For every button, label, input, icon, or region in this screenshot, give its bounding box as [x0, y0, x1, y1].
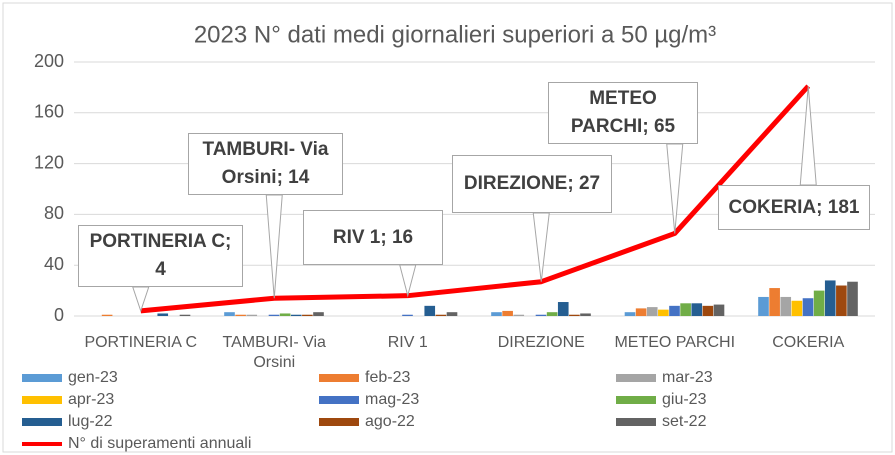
legend-swatch — [22, 396, 62, 404]
legend-item: ago-22 — [319, 412, 415, 432]
legend-swatch — [616, 396, 656, 404]
bar — [580, 313, 591, 316]
line — [140, 84, 811, 314]
bar — [557, 302, 569, 316]
bar — [758, 296, 769, 316]
legend-label: mag-23 — [365, 391, 420, 408]
bar — [502, 310, 513, 316]
legend-label: apr-23 — [68, 391, 115, 408]
bar — [824, 280, 836, 316]
bar — [491, 312, 502, 316]
x-tick-label: DIREZIONE — [497, 334, 585, 351]
bar — [157, 313, 169, 316]
bar — [635, 308, 647, 316]
callout-pointer — [799, 86, 817, 186]
legend-item: set-22 — [616, 412, 706, 432]
y-tick-label: 120 — [34, 152, 64, 172]
callout-pointer — [265, 194, 283, 299]
legend-item: N° di superamenti annuali — [22, 434, 251, 454]
bar — [179, 314, 191, 316]
bar — [224, 312, 235, 316]
legend-item: lug-22 — [22, 412, 112, 432]
bar — [101, 314, 113, 316]
legend-swatch — [22, 418, 62, 426]
x-tick-label: METEO PARCHI — [614, 334, 736, 351]
x-tick-label: PORTINERIA C — [84, 334, 198, 351]
x-tick-label: TAMBURI- Via Orsini — [222, 334, 326, 371]
bar — [836, 285, 847, 316]
y-tick-label: 0 — [54, 305, 64, 325]
y-tick-label: 80 — [44, 203, 64, 223]
bar — [847, 281, 858, 316]
legend-swatch — [319, 374, 359, 382]
legend-label: giu-23 — [662, 391, 707, 408]
legend-item: mar-23 — [616, 368, 713, 388]
bar — [646, 307, 658, 316]
legend-label: gen-23 — [68, 369, 118, 386]
bar — [279, 313, 291, 316]
bar — [235, 314, 246, 316]
bar — [290, 314, 302, 316]
chart-title: 2023 N° dati medi giornalieri superiori … — [194, 21, 716, 48]
y-tick-label: 200 — [34, 51, 64, 71]
y-tick-label: 40 — [44, 254, 64, 274]
bar — [658, 309, 669, 316]
bar — [702, 305, 714, 316]
x-tick-label: RIV 1 — [387, 334, 428, 351]
legend-label: feb-23 — [365, 369, 411, 386]
bar — [813, 290, 825, 316]
bar — [446, 312, 458, 316]
bar — [769, 288, 780, 316]
legend-label: ago-22 — [365, 413, 415, 430]
bar — [669, 305, 680, 316]
callout-pointer — [132, 286, 150, 313]
x-tick-label: COKERIA — [772, 334, 845, 351]
bar — [680, 303, 691, 316]
y-tick-label: 160 — [34, 102, 64, 122]
data-label: DIREZIONE; 27 — [452, 155, 612, 213]
bar — [302, 314, 313, 316]
legend-swatch — [22, 374, 62, 382]
legend-label: N° di superamenti annuali — [68, 435, 252, 452]
legend-swatch — [22, 442, 62, 446]
legend-label: lug-22 — [68, 413, 113, 430]
bar — [268, 314, 280, 316]
legend-item: apr-23 — [22, 390, 114, 410]
legend-label: set-22 — [662, 413, 707, 430]
bar — [569, 314, 580, 316]
bar — [713, 304, 725, 316]
bar — [802, 298, 814, 316]
legend-swatch — [616, 418, 656, 426]
data-label: COKERIA; 181 — [718, 185, 870, 230]
legend-swatch — [319, 418, 359, 426]
bar — [246, 314, 258, 316]
callout-pointer — [532, 212, 550, 282]
bar — [624, 312, 636, 316]
bar — [546, 312, 558, 316]
bar — [780, 296, 792, 316]
callout-pointer — [666, 143, 684, 234]
data-label: METEO PARCHI; 65 — [548, 82, 698, 144]
data-label: RIV 1; 16 — [303, 210, 443, 265]
bar — [535, 314, 547, 316]
bar — [435, 314, 447, 316]
bar — [791, 300, 803, 316]
bar — [691, 303, 703, 316]
bar — [513, 314, 525, 316]
callout-pointer — [399, 264, 417, 298]
bar — [424, 305, 436, 316]
bar — [402, 314, 413, 316]
data-label: TAMBURI- Via Orsini; 14 — [188, 133, 343, 195]
legend-label: mar-23 — [662, 369, 713, 386]
legend-swatch — [319, 396, 359, 404]
legend-swatch — [616, 374, 656, 382]
legend-item: gen-23 — [22, 368, 118, 388]
legend-item: feb-23 — [319, 368, 410, 388]
legend-item: mag-23 — [319, 390, 419, 410]
bar — [313, 312, 324, 316]
legend-item: giu-23 — [616, 390, 706, 410]
data-label: PORTINERIA C; 4 — [78, 225, 243, 287]
